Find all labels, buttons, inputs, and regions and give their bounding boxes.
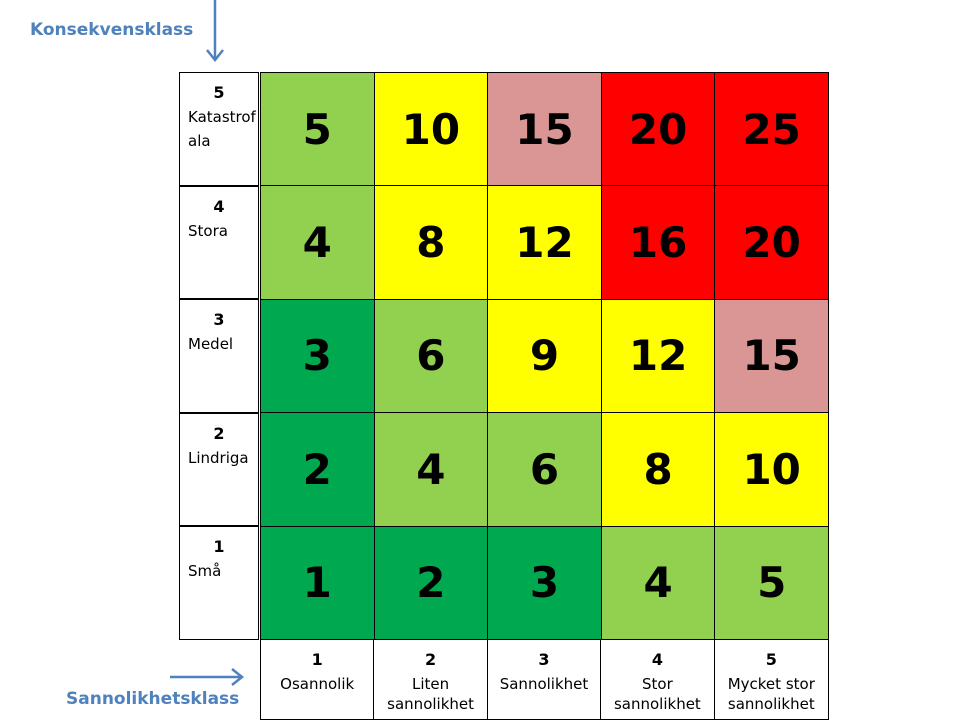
consequence-label: 1 Små — [179, 526, 259, 640]
matrix-cell: 4 — [374, 413, 488, 526]
matrix-cell: 3 — [488, 526, 601, 639]
probability-labels: 1 Osannolik 2 Liten sannolikhet 3 Sannolikhet… — [260, 640, 829, 720]
consequence-label: 3 Medel — [179, 299, 259, 413]
probability-name: Stor sannolikhet — [613, 675, 701, 713]
consequence-number: 5 — [213, 83, 225, 102]
probability-label: 4 Stor sannolikhet — [601, 640, 715, 719]
consequence-name: Stora — [188, 221, 228, 240]
matrix-cell: 10 — [374, 73, 488, 186]
consequence-label: 2 Lindriga — [179, 412, 259, 527]
probability-label: 3 Sannolikhet — [488, 640, 602, 719]
matrix-cell: 25 — [715, 73, 828, 186]
probability-number: 5 — [765, 650, 777, 669]
probability-number: 3 — [538, 650, 550, 669]
matrix-cell: 6 — [374, 299, 488, 413]
probability-number: 2 — [425, 650, 437, 669]
matrix-cell: 12 — [601, 299, 715, 413]
consequence-label: 4 Stora — [179, 185, 259, 300]
consequence-axis-title: Konsekvensklass — [30, 20, 194, 40]
probability-name: Liten sannolikhet — [387, 675, 475, 713]
matrix-cell: 8 — [374, 186, 488, 299]
matrix-cell: 2 — [374, 526, 488, 639]
matrix-cell: 4 — [261, 186, 374, 299]
probability-label: 5 Mycket stor sannolikhet — [715, 640, 828, 719]
matrix-cell: 20 — [601, 73, 715, 186]
consequence-number: 2 — [213, 423, 225, 443]
matrix-cell: 12 — [488, 186, 601, 299]
matrix-cell: 15 — [488, 73, 601, 186]
matrix-cell: 5 — [261, 73, 374, 186]
matrix-cell: 20 — [715, 186, 828, 299]
consequence-label: 5 Katastrofala — [179, 72, 259, 186]
matrix-cell: 10 — [715, 413, 828, 526]
probability-axis-title: Sannolikhetsklass — [66, 689, 240, 709]
matrix-cell: 9 — [488, 299, 601, 413]
probability-name: Sannolikhet — [499, 675, 589, 693]
consequence-number: 1 — [213, 537, 225, 557]
probability-label: 2 Liten sannolikhet — [374, 640, 488, 719]
probability-number: 4 — [651, 650, 663, 669]
matrix-cell: 2 — [261, 413, 374, 526]
matrix-cell: 15 — [715, 299, 828, 413]
consequence-number: 4 — [213, 196, 225, 216]
down-arrow-icon — [206, 0, 224, 63]
matrix-cell: 4 — [601, 526, 715, 639]
consequence-name: Medel — [188, 335, 234, 354]
matrix-cell: 1 — [261, 526, 374, 639]
consequence-number: 3 — [213, 310, 225, 330]
right-arrow-icon — [170, 668, 245, 686]
probability-number: 1 — [311, 650, 323, 669]
matrix-cell: 5 — [715, 526, 828, 639]
consequence-name: Lindriga — [188, 448, 249, 467]
consequence-name: Små — [188, 562, 222, 581]
consequence-name: Katastrofala — [188, 108, 256, 150]
matrix-cell: 3 — [261, 299, 374, 413]
risk-matrix: 5 10 15 20 25 4 8 12 16 20 3 6 9 12 15 2 4 6 8 10 1 2 3 4 5 — [260, 72, 829, 640]
probability-label: 1 Osannolik — [261, 640, 375, 719]
matrix-cell: 6 — [488, 413, 601, 526]
consequence-labels: 5 Katastrofala 4 Stora 3 Medel 2 Lindriga 1 Små — [179, 72, 259, 640]
matrix-cell: 8 — [601, 413, 715, 526]
probability-name: Osannolik — [280, 675, 355, 693]
matrix-cell: 16 — [601, 186, 715, 299]
probability-name: Mycket stor sannolikhet — [727, 675, 815, 713]
